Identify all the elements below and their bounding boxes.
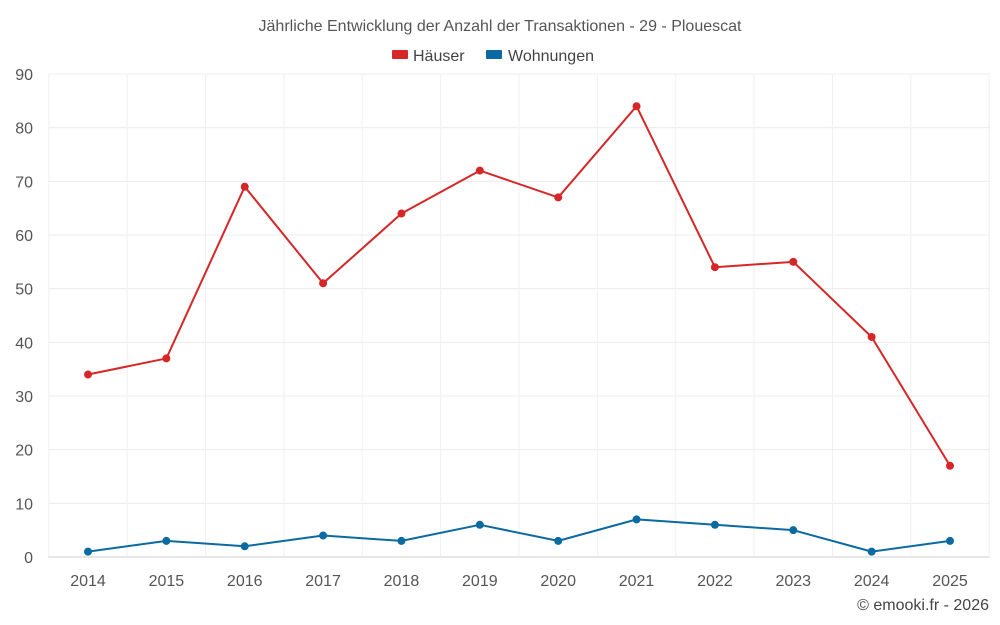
x-tick-label: 2018: [384, 573, 420, 590]
y-tick-label: 30: [15, 389, 33, 406]
x-tick-label: 2023: [775, 573, 811, 590]
x-tick-label: 2020: [540, 573, 576, 590]
data-point-wohnungen[interactable]: [946, 536, 954, 545]
y-tick-label: 20: [15, 443, 33, 460]
data-point-wohnungen[interactable]: [867, 547, 876, 556]
data-point-wohnungen[interactable]: [397, 536, 406, 545]
data-point-wohnungen[interactable]: [475, 520, 484, 529]
data-point-wohnungen[interactable]: [240, 542, 249, 551]
legend-label-wohnungen[interactable]: Wohnungen: [508, 48, 594, 65]
data-point-haeuser[interactable]: [475, 166, 484, 175]
series-group: [84, 102, 954, 556]
y-tick-label: 70: [15, 174, 33, 191]
data-point-wohnungen[interactable]: [319, 531, 328, 540]
x-tick-label: 2025: [932, 573, 968, 590]
chart-title: Jährliche Entwicklung der Anzahl der Tra…: [259, 18, 742, 35]
data-point-haeuser[interactable]: [554, 193, 563, 202]
data-point-haeuser[interactable]: [397, 209, 406, 218]
data-point-haeuser[interactable]: [710, 263, 719, 272]
y-tick-label: 40: [15, 335, 33, 352]
data-point-wohnungen[interactable]: [632, 515, 641, 524]
x-tick-label: 2021: [619, 573, 655, 590]
y-tick-label: 10: [15, 496, 33, 513]
x-tick-label: 2015: [149, 573, 185, 590]
legend-swatch-wohnungen: [486, 50, 502, 59]
data-point-haeuser[interactable]: [632, 102, 641, 111]
legend-swatch-haeuser: [392, 50, 408, 59]
grid: [48, 73, 990, 558]
credit-text: © emooki.fr - 2026: [857, 597, 989, 614]
data-point-wohnungen[interactable]: [84, 547, 92, 556]
y-axis: 0 10 20 30 40 50 60 70 80 90: [15, 67, 33, 567]
legend: Häuser Wohnungen: [392, 48, 594, 65]
series-line-wohnungen: [87, 518, 951, 553]
data-point-haeuser[interactable]: [84, 370, 92, 379]
data-point-wohnungen[interactable]: [710, 520, 719, 529]
x-tick-label: 2024: [854, 573, 890, 590]
x-tick-label: 2014: [70, 573, 106, 590]
data-point-haeuser[interactable]: [789, 257, 798, 266]
data-point-haeuser[interactable]: [946, 461, 954, 470]
x-axis: 2014 2015 2016 2017 2018 2019 2020 2021 2022 2023…: [70, 573, 968, 590]
data-point-haeuser[interactable]: [162, 354, 171, 363]
x-tick-label: 2019: [462, 573, 498, 590]
data-point-wohnungen[interactable]: [162, 536, 171, 545]
y-tick-label: 50: [15, 282, 33, 299]
y-tick-label: 90: [15, 67, 33, 84]
data-point-wohnungen[interactable]: [554, 536, 563, 545]
y-tick-label: 60: [15, 228, 33, 245]
x-tick-label: 2017: [305, 573, 341, 590]
data-point-haeuser[interactable]: [319, 279, 328, 288]
y-tick-label: 0: [24, 550, 33, 567]
legend-label-haeuser[interactable]: Häuser: [413, 48, 465, 65]
x-tick-label: 2016: [227, 573, 263, 590]
data-point-haeuser[interactable]: [240, 182, 249, 191]
series-line-haeuser: [87, 105, 951, 467]
data-point-haeuser[interactable]: [867, 332, 876, 341]
x-tick-label: 2022: [697, 573, 733, 590]
y-tick-label: 80: [15, 121, 33, 138]
data-point-wohnungen[interactable]: [789, 526, 798, 535]
